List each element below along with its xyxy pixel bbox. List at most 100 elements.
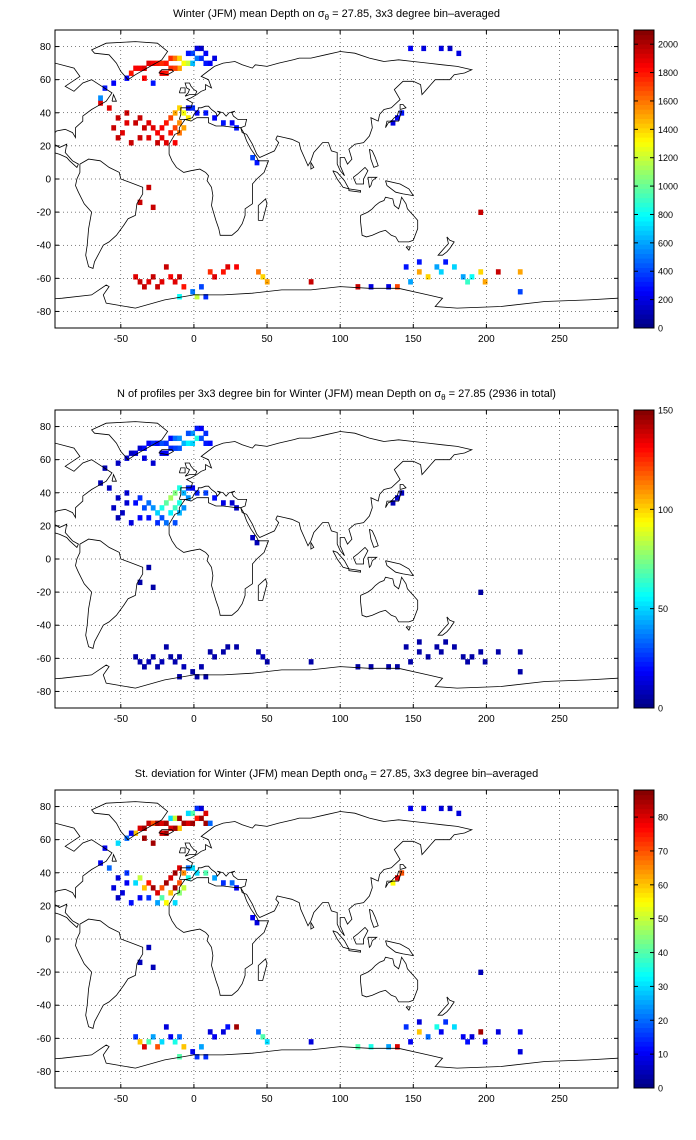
data-cell xyxy=(168,445,174,451)
data-cell xyxy=(181,505,187,511)
data-cell xyxy=(212,654,217,660)
data-cell xyxy=(172,435,178,442)
data-cell xyxy=(190,1049,196,1055)
data-cell xyxy=(185,495,191,501)
colorbar-tick-label: 0 xyxy=(658,704,663,714)
data-cell xyxy=(177,120,182,126)
colorbar-tick-label: 150 xyxy=(658,406,673,416)
y-tick-label: -20 xyxy=(37,208,52,219)
panel-stdev: St. deviation for Winter (JFM) mean Dept… xyxy=(0,760,696,1140)
data-cell xyxy=(172,1039,178,1045)
data-cell xyxy=(403,264,409,270)
data-cell xyxy=(124,120,130,126)
data-cell xyxy=(190,669,196,675)
data-cell xyxy=(133,274,139,280)
data-cell xyxy=(146,564,152,571)
data-cell xyxy=(254,159,260,166)
data-cell xyxy=(155,60,160,66)
data-cell xyxy=(199,55,204,62)
data-cell xyxy=(456,810,462,817)
data-cell xyxy=(159,515,165,521)
y-tick-label: 0 xyxy=(45,175,51,186)
data-cell xyxy=(203,440,209,446)
data-cell xyxy=(181,1044,187,1050)
colorbar-tick-label: 40 xyxy=(658,948,668,958)
data-cell xyxy=(163,140,169,146)
data-cell xyxy=(124,870,130,876)
data-cell xyxy=(185,810,191,817)
data-cell xyxy=(190,865,196,871)
data-cell xyxy=(146,135,152,141)
data-cell xyxy=(124,880,130,886)
data-cell xyxy=(142,664,147,670)
data-cell xyxy=(163,120,169,126)
data-cell xyxy=(469,654,475,660)
data-cell xyxy=(172,125,178,131)
y-tick-label: 20 xyxy=(40,141,52,152)
data-cell xyxy=(163,60,169,66)
data-cell xyxy=(111,885,117,891)
data-cell xyxy=(172,825,178,831)
data-cell xyxy=(146,944,152,951)
data-cell xyxy=(172,815,178,822)
data-cell xyxy=(190,60,196,66)
data-cell xyxy=(199,284,204,290)
y-tick-label: 80 xyxy=(40,422,52,433)
data-cell xyxy=(416,649,422,655)
data-cell xyxy=(106,865,112,871)
colorbar-tick-label: 200 xyxy=(658,295,673,305)
data-cell xyxy=(390,500,396,506)
map-plot: -50 0 50 100 150 200 250806040200-20-40-60-802… xyxy=(37,29,678,345)
x-tick-label: 250 xyxy=(551,334,568,345)
panel-count: N of profiles per 3x3 degree bin for Win… xyxy=(0,380,696,740)
x-tick-label: 250 xyxy=(551,1094,568,1105)
data-cell xyxy=(128,830,134,836)
data-cell xyxy=(155,510,160,516)
data-cell xyxy=(408,1039,413,1045)
y-tick-label: -40 xyxy=(37,241,52,252)
data-cell xyxy=(517,669,523,675)
data-cell xyxy=(264,659,270,665)
colorbar-tick-label: 1000 xyxy=(658,182,678,192)
data-cell xyxy=(207,60,213,66)
data-cell xyxy=(394,664,400,670)
data-cell xyxy=(142,455,147,461)
data-cell xyxy=(416,269,422,275)
colorbar-tick-label: 80 xyxy=(658,813,668,823)
data-cell xyxy=(106,485,112,491)
data-cell xyxy=(190,105,196,111)
data-cell xyxy=(150,885,156,891)
data-cell xyxy=(185,115,191,121)
data-cell xyxy=(115,460,121,466)
data-cell xyxy=(115,515,121,521)
colorbar-tick-label: 400 xyxy=(658,267,673,277)
data-cell xyxy=(177,485,182,491)
data-cell xyxy=(434,644,440,650)
data-cell xyxy=(456,50,462,57)
data-cell xyxy=(146,820,152,826)
data-cell xyxy=(185,875,191,881)
data-cell xyxy=(146,659,152,665)
data-cell xyxy=(128,70,134,76)
colorbar-tick-label: 1600 xyxy=(658,96,678,106)
data-cell xyxy=(517,1029,523,1035)
data-cell xyxy=(155,130,160,136)
data-cell xyxy=(155,900,160,906)
data-cell xyxy=(168,510,174,516)
data-cell xyxy=(421,805,427,812)
data-cell xyxy=(155,1044,160,1050)
data-cell xyxy=(168,55,174,62)
data-cell xyxy=(181,60,187,66)
data-cell xyxy=(159,279,165,285)
y-tick-label: 20 xyxy=(40,901,52,912)
data-cell xyxy=(120,890,125,896)
data-cell xyxy=(177,274,182,280)
x-tick-label: 50 xyxy=(261,714,273,725)
data-cell xyxy=(142,65,147,71)
data-cell xyxy=(137,65,143,71)
data-cell xyxy=(199,815,204,822)
data-cell xyxy=(146,895,152,901)
data-cell xyxy=(368,284,374,290)
data-cell xyxy=(394,284,400,290)
